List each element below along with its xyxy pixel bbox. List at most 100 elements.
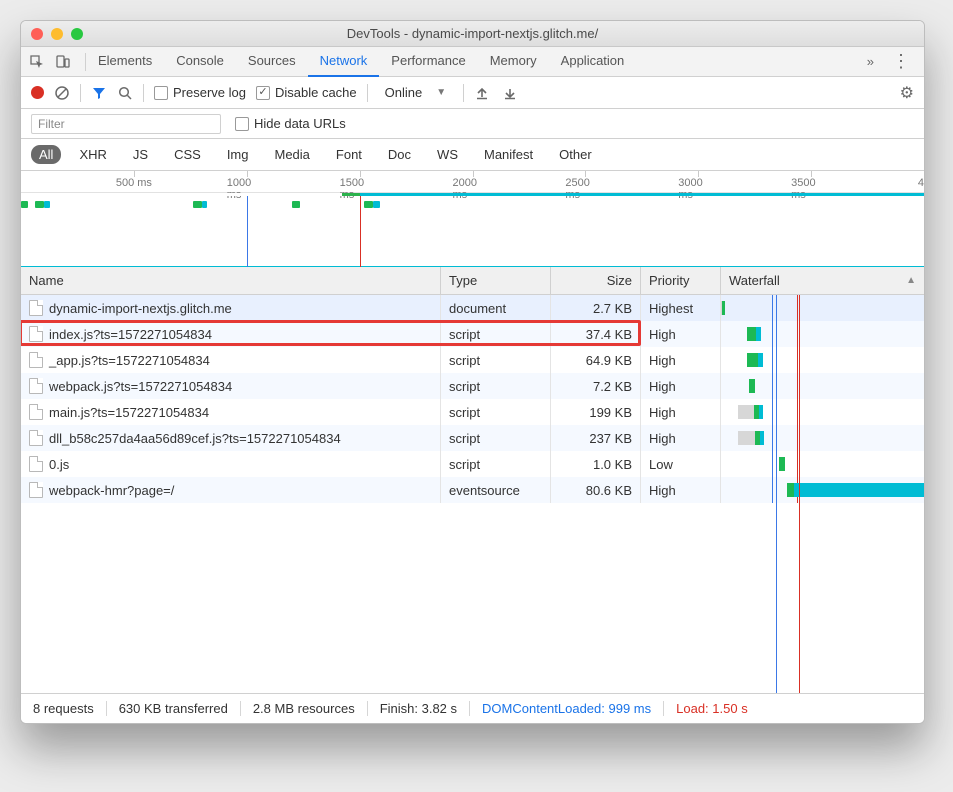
overview-chip xyxy=(35,201,44,208)
inspect-icon[interactable] xyxy=(29,54,45,70)
tab-performance[interactable]: Performance xyxy=(379,47,477,77)
upload-icon[interactable] xyxy=(474,85,490,101)
type-pill-media[interactable]: Media xyxy=(266,145,317,164)
timeline-overview[interactable]: 500 ms1000 ms1500 ms2000 ms2500 ms3000 m… xyxy=(21,171,924,267)
disable-cache-checkbox[interactable]: Disable cache xyxy=(256,85,357,100)
cell-size: 237 KB xyxy=(551,425,641,451)
status-bar: 8 requests 630 KB transferred 2.8 MB res… xyxy=(21,693,924,723)
cell-waterfall xyxy=(721,451,924,477)
type-pill-font[interactable]: Font xyxy=(328,145,370,164)
timeline-tick: 3000 ms xyxy=(678,171,718,193)
type-filter-bar: All XHR JS CSS Img Media Font Doc WS Manifest Othe… xyxy=(21,139,924,171)
tabs-overflow-icon[interactable]: » xyxy=(861,54,880,69)
gear-icon[interactable]: ⚙ xyxy=(900,83,914,103)
hide-data-urls-label: Hide data URLs xyxy=(254,116,346,131)
type-pill-img[interactable]: Img xyxy=(219,145,257,164)
tab-memory[interactable]: Memory xyxy=(478,47,549,77)
cell-type: script xyxy=(441,451,551,477)
cell-name: 0.js xyxy=(21,451,441,477)
cell-waterfall xyxy=(721,425,924,451)
status-domcontentloaded: DOMContentLoaded: 999 ms xyxy=(470,701,664,716)
hide-data-urls-checkbox[interactable]: Hide data URLs xyxy=(235,116,346,131)
table-body: dynamic-import-nextjs.glitch.medocument2… xyxy=(21,295,924,693)
filter-input[interactable]: Filter xyxy=(31,114,221,134)
file-icon xyxy=(29,404,43,420)
type-pill-css[interactable]: CSS xyxy=(166,145,209,164)
cell-type: script xyxy=(441,425,551,451)
table-row[interactable]: dynamic-import-nextjs.glitch.medocument2… xyxy=(21,295,924,321)
type-pill-doc[interactable]: Doc xyxy=(380,145,419,164)
table-row[interactable]: 0.jsscript1.0 KBLow xyxy=(21,451,924,477)
download-icon[interactable] xyxy=(502,85,518,101)
filter-icon[interactable] xyxy=(91,85,107,101)
col-name[interactable]: Name xyxy=(21,267,441,294)
file-icon xyxy=(29,300,43,316)
cell-priority: High xyxy=(641,321,721,347)
file-icon xyxy=(29,482,43,498)
type-pill-manifest[interactable]: Manifest xyxy=(476,145,541,164)
devtools-window: DevTools - dynamic-import-nextjs.glitch.… xyxy=(20,20,925,724)
type-pill-ws[interactable]: WS xyxy=(429,145,466,164)
col-priority[interactable]: Priority xyxy=(641,267,721,294)
throttling-select[interactable]: Online ▼ xyxy=(378,82,453,103)
filter-bar: Filter Hide data URLs xyxy=(21,109,924,139)
table-row[interactable]: main.js?ts=1572271054834script199 KBHigh xyxy=(21,399,924,425)
cell-type: script xyxy=(441,347,551,373)
timeline-ruler: 500 ms1000 ms1500 ms2000 ms2500 ms3000 m… xyxy=(21,171,924,193)
table-row[interactable]: index.js?ts=1572271054834script37.4 KBHi… xyxy=(21,321,924,347)
timeline-chart xyxy=(21,193,924,267)
cell-waterfall xyxy=(721,347,924,373)
cell-waterfall xyxy=(721,373,924,399)
device-icon[interactable] xyxy=(55,54,71,70)
file-icon xyxy=(29,378,43,394)
col-size[interactable]: Size xyxy=(551,267,641,294)
table-row[interactable]: webpack.js?ts=1572271054834script7.2 KBH… xyxy=(21,373,924,399)
type-pill-all[interactable]: All xyxy=(31,145,61,164)
cell-name: main.js?ts=1572271054834 xyxy=(21,399,441,425)
tab-application[interactable]: Application xyxy=(549,47,637,77)
network-controls: Preserve log Disable cache Online ▼ ⚙ xyxy=(21,77,924,109)
window-title: DevTools - dynamic-import-nextjs.glitch.… xyxy=(21,26,924,41)
col-type[interactable]: Type xyxy=(441,267,551,294)
preserve-log-label: Preserve log xyxy=(173,85,246,100)
col-waterfall-label: Waterfall xyxy=(729,273,780,288)
timeline-tick: 1500 ms xyxy=(340,171,380,193)
file-icon xyxy=(29,456,43,472)
timeline-tick: 500 ms xyxy=(114,171,154,193)
cell-type: eventsource xyxy=(441,477,551,503)
timeline-tick: 1000 ms xyxy=(227,171,267,193)
search-icon[interactable] xyxy=(117,85,133,101)
cell-type: script xyxy=(441,399,551,425)
load-line xyxy=(799,295,800,693)
cell-waterfall xyxy=(721,399,924,425)
clear-icon[interactable] xyxy=(54,85,70,101)
table-row[interactable]: _app.js?ts=1572271054834script64.9 KBHig… xyxy=(21,347,924,373)
cell-name: _app.js?ts=1572271054834 xyxy=(21,347,441,373)
tab-sources[interactable]: Sources xyxy=(236,47,308,77)
col-waterfall[interactable]: Waterfall ▲ xyxy=(721,267,924,294)
file-icon xyxy=(29,326,43,342)
type-pill-xhr[interactable]: XHR xyxy=(71,145,114,164)
overview-chip xyxy=(364,201,373,208)
cell-priority: High xyxy=(641,425,721,451)
preserve-log-checkbox[interactable]: Preserve log xyxy=(154,85,246,100)
cell-size: 2.7 KB xyxy=(551,295,641,321)
settings-menu-icon[interactable]: ⋮ xyxy=(886,51,916,72)
tab-network[interactable]: Network xyxy=(308,47,380,77)
table-row[interactable]: dll_b58c257da4aa56d89cef.js?ts=157227105… xyxy=(21,425,924,451)
tab-elements[interactable]: Elements xyxy=(86,47,164,77)
throttling-label: Online xyxy=(385,85,423,100)
record-button[interactable] xyxy=(31,86,44,99)
cell-name: dll_b58c257da4aa56d89cef.js?ts=157227105… xyxy=(21,425,441,451)
cell-size: 37.4 KB xyxy=(551,321,641,347)
domcontentloaded-line xyxy=(247,193,248,267)
type-pill-js[interactable]: JS xyxy=(125,145,156,164)
sort-indicator-icon: ▲ xyxy=(906,275,916,286)
tab-console[interactable]: Console xyxy=(164,47,236,77)
domcontentloaded-line xyxy=(776,295,777,693)
panel-tabbar: ElementsConsoleSourcesNetworkPerformance… xyxy=(21,47,924,77)
cell-priority: High xyxy=(641,347,721,373)
table-row[interactable]: webpack-hmr?page=/eventsource80.6 KBHigh xyxy=(21,477,924,503)
cell-type: document xyxy=(441,295,551,321)
type-pill-other[interactable]: Other xyxy=(551,145,600,164)
